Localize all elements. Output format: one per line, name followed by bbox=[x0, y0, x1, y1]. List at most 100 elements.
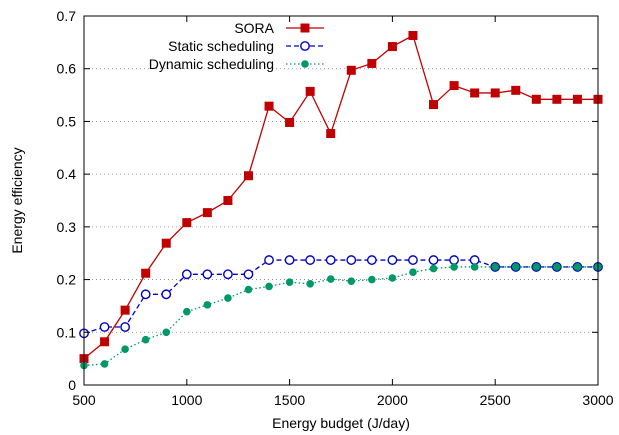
data-point bbox=[224, 294, 232, 302]
data-point bbox=[99, 322, 110, 332]
data-point bbox=[100, 360, 109, 368]
plot-frame bbox=[83, 15, 599, 386]
data-point bbox=[301, 60, 309, 68]
data-point bbox=[325, 255, 336, 265]
data-point bbox=[490, 88, 500, 98]
data-point bbox=[450, 263, 458, 271]
data-point bbox=[162, 328, 171, 337]
data-point bbox=[387, 42, 397, 52]
data-point bbox=[511, 85, 521, 95]
data-point bbox=[182, 218, 192, 228]
data-point bbox=[449, 81, 459, 91]
data-point bbox=[428, 255, 439, 265]
x-tick-label: 1500 bbox=[274, 392, 305, 408]
data-point bbox=[161, 289, 172, 300]
data-point bbox=[346, 65, 356, 75]
data-point bbox=[285, 117, 295, 127]
y-tick-label: 0.5 bbox=[57, 113, 77, 129]
data-point bbox=[469, 255, 480, 265]
series-layer bbox=[79, 31, 603, 370]
data-point bbox=[572, 94, 582, 104]
x-tick-label: 3000 bbox=[582, 392, 613, 408]
data-point bbox=[100, 337, 110, 347]
data-point bbox=[347, 277, 356, 285]
data-point bbox=[141, 268, 151, 278]
data-point bbox=[183, 307, 191, 316]
data-point bbox=[449, 255, 459, 265]
legend-label: Dynamic scheduling bbox=[149, 56, 274, 72]
data-point bbox=[120, 305, 130, 315]
data-point bbox=[306, 279, 314, 288]
series-0 bbox=[79, 31, 603, 364]
x-tick-label: 1000 bbox=[171, 392, 202, 408]
data-point bbox=[366, 255, 377, 265]
data-point bbox=[305, 86, 315, 96]
data-point bbox=[300, 23, 310, 33]
data-point bbox=[429, 264, 438, 273]
data-point bbox=[387, 255, 398, 265]
data-point bbox=[408, 255, 418, 265]
data-point bbox=[120, 322, 131, 332]
data-point bbox=[243, 171, 253, 181]
data-point bbox=[305, 255, 316, 265]
y-tick-label: 0 bbox=[68, 377, 76, 393]
x-tick-label: 2000 bbox=[377, 392, 408, 408]
x-axis-label: Energy budget (J/day) bbox=[272, 415, 410, 431]
data-point bbox=[161, 238, 171, 248]
y-tick-label: 0.7 bbox=[57, 8, 77, 24]
data-point bbox=[326, 275, 335, 283]
data-point bbox=[121, 345, 129, 353]
series-line bbox=[83, 266, 598, 367]
series-line bbox=[83, 34, 598, 360]
data-point bbox=[223, 269, 233, 280]
data-point bbox=[140, 289, 151, 300]
data-point bbox=[367, 58, 377, 68]
data-point bbox=[388, 274, 397, 282]
series-line bbox=[83, 259, 598, 334]
data-point bbox=[552, 94, 562, 104]
x-tick-label: 500 bbox=[72, 392, 96, 408]
data-point bbox=[265, 282, 273, 291]
data-point bbox=[202, 208, 212, 218]
data-point bbox=[429, 100, 439, 110]
data-point bbox=[243, 269, 254, 280]
data-point bbox=[409, 268, 417, 276]
y-tick-label: 0.3 bbox=[57, 219, 77, 235]
data-point bbox=[223, 196, 233, 205]
y-tick-label: 0.1 bbox=[57, 324, 77, 340]
legend: SORA Static scheduling Dynamic scheduling bbox=[149, 20, 324, 72]
y-tick-label: 0.4 bbox=[57, 166, 77, 182]
data-point bbox=[491, 263, 500, 271]
legend-label: SORA bbox=[234, 20, 274, 36]
data-point bbox=[264, 101, 274, 111]
data-point bbox=[368, 275, 376, 284]
data-point bbox=[532, 263, 541, 271]
data-point bbox=[141, 335, 150, 344]
x-tick-label: 2500 bbox=[480, 392, 511, 408]
data-point bbox=[264, 255, 274, 265]
data-point bbox=[511, 263, 520, 271]
data-point bbox=[531, 94, 541, 104]
data-point bbox=[573, 263, 582, 271]
data-point bbox=[284, 255, 295, 265]
data-point bbox=[202, 269, 213, 280]
y-axis-label: Energy efficiency bbox=[9, 147, 25, 253]
data-point bbox=[285, 278, 294, 287]
series-1 bbox=[79, 255, 603, 339]
data-point bbox=[244, 285, 253, 294]
data-point bbox=[300, 41, 310, 51]
y-tick-label: 0.2 bbox=[57, 272, 77, 288]
grid-lines bbox=[84, 68, 598, 333]
data-point bbox=[408, 31, 418, 41]
data-point bbox=[553, 263, 561, 271]
y-tick-label: 0.6 bbox=[57, 61, 77, 77]
series-2 bbox=[80, 263, 602, 370]
data-point bbox=[470, 263, 479, 271]
legend-label: Static scheduling bbox=[168, 38, 274, 54]
data-point bbox=[203, 301, 212, 309]
data-point bbox=[346, 255, 357, 265]
axis-ticks: 0 0.1 0.2 0.3 0.4 0.5 0.6 0.7 500 1000 1500 2000 250… bbox=[57, 8, 614, 408]
data-point bbox=[326, 129, 336, 139]
data-point bbox=[470, 88, 480, 98]
